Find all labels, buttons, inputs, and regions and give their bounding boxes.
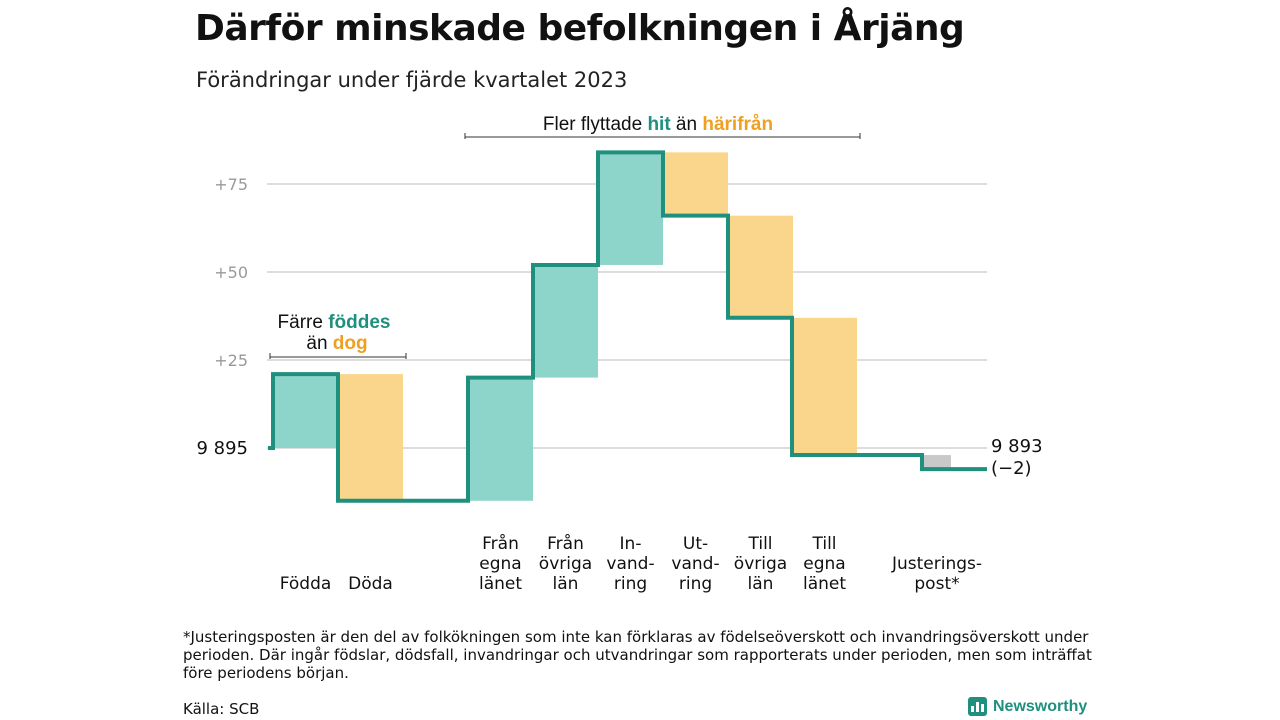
start-value-label: 9 895 — [196, 438, 248, 459]
category-label: Döda — [348, 574, 393, 594]
category-label: post* — [914, 574, 959, 594]
category-label: länet — [803, 574, 846, 594]
bar-4 — [598, 152, 663, 265]
y-tick-label: +25 — [214, 351, 248, 370]
category-label: Till — [811, 534, 836, 554]
category-label: Ut- — [683, 534, 708, 554]
category-label: län — [748, 574, 774, 594]
category-label: ring — [614, 574, 647, 594]
category-label: ring — [679, 574, 712, 594]
births-annotation-line2: än dog — [306, 333, 367, 354]
cumulative-step-line — [268, 150, 987, 503]
bar-5 — [663, 152, 728, 216]
bar-1 — [338, 374, 403, 501]
logo-text: Newsworthy — [993, 697, 1088, 715]
chart-subtitle: Förändringar under fjärde kvartalet 2023 — [196, 68, 628, 92]
category-label: egna — [479, 554, 521, 574]
category-label: län — [553, 574, 579, 594]
y-tick-label: +50 — [214, 263, 248, 282]
newsworthy-logo: Newsworthy — [968, 697, 1087, 716]
source-label: Källa: SCB — [183, 700, 260, 718]
category-label: Från — [547, 533, 584, 554]
category-label: länet — [479, 574, 522, 594]
category-label: övriga — [734, 554, 787, 574]
category-label: Födda — [280, 574, 332, 594]
category-label: övriga — [539, 554, 592, 574]
births-annotation-line1: Färre föddes — [278, 312, 391, 333]
bar-7 — [792, 317, 857, 456]
category-label: Från — [482, 533, 519, 554]
chart-title: Därför minskade befolkningen i Årjäng — [195, 8, 965, 49]
y-tick-label: +75 — [214, 175, 248, 194]
bar-8 — [922, 455, 951, 470]
migration-bracket — [464, 133, 861, 139]
end-change-label: (−2) — [991, 458, 1032, 479]
bar-chart-icon — [968, 697, 987, 716]
category-label: egna — [803, 554, 845, 574]
category-label: vand- — [606, 554, 654, 574]
category-label: Till — [747, 534, 772, 554]
bar-3 — [533, 264, 598, 378]
category-label: In- — [620, 534, 642, 554]
footnote: *Justeringsposten är den del av folkökni… — [183, 628, 1092, 682]
migration-annotation: Fler flyttade hit än härifrån — [543, 114, 773, 135]
bar-6 — [728, 215, 793, 318]
category-label: vand- — [671, 554, 719, 574]
category-label: Justerings- — [891, 554, 982, 574]
end-value-label: 9 893 — [991, 436, 1043, 457]
births-bracket — [269, 353, 407, 359]
bar-0 — [273, 374, 338, 448]
bar-2 — [468, 377, 533, 501]
waterfall-chart: +25+50+759 895 9 893(−2)Födda DödaFrånegna… — [196, 114, 1043, 594]
